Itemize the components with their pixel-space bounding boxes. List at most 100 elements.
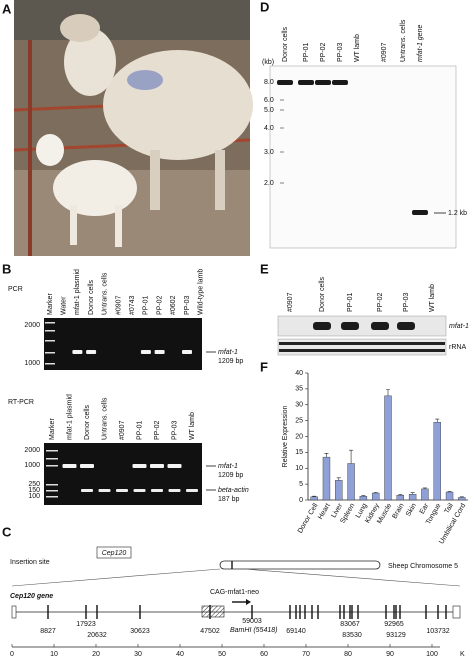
axis-tick-label: 90: [386, 651, 394, 658]
lane-label: #0602: [170, 295, 177, 315]
blot-band: [298, 80, 314, 85]
x-tick-label: Donor Cell: [297, 502, 320, 535]
section-title: RT-PCR: [8, 399, 34, 406]
gel-band: [80, 464, 94, 468]
bar: [433, 422, 441, 501]
lane-label: WT lamb: [429, 284, 436, 312]
y-tick-label: 40: [295, 370, 303, 377]
lane-label: Untrans. cells: [400, 19, 407, 62]
error-bar: [435, 418, 440, 423]
bar: [347, 463, 355, 501]
position-label: 93129: [386, 632, 406, 639]
gel-band: [168, 489, 181, 492]
row-label: mfat-1: [449, 323, 469, 330]
position-label: 103732: [426, 628, 449, 635]
insertion-label: Insertion site: [10, 559, 50, 566]
size-label: 4.0: [264, 125, 274, 132]
axis-tick-label: 30: [134, 651, 142, 658]
bar: [408, 494, 417, 501]
blot-band: [371, 322, 389, 330]
ladder-band: [46, 450, 58, 452]
rrna-band: [279, 342, 445, 345]
lane-label: mfat-1 plasmid: [74, 269, 81, 315]
bp-label: 2000: [24, 447, 40, 454]
bar: [445, 491, 454, 501]
row-label: rRNA: [449, 344, 466, 351]
lane-label: Donor cells: [282, 26, 289, 62]
blot-band: [313, 322, 331, 330]
panel-label: C: [2, 524, 12, 539]
axis-tick-label: 50: [218, 651, 226, 658]
error-bar: [312, 495, 317, 497]
gel-band: [81, 489, 93, 492]
band-size: 187 bp: [218, 496, 240, 503]
lane-label: #0907: [119, 420, 126, 440]
ladder-band: [46, 465, 58, 467]
position-label: 83530: [342, 632, 362, 639]
section-title: PCR: [8, 286, 23, 293]
lane-label: WT lamb: [189, 412, 196, 440]
error-bar: [447, 491, 452, 493]
ladder-band: [45, 352, 55, 354]
axis-tick-label: 60: [260, 651, 268, 658]
size-label: 6.0: [264, 97, 274, 104]
bp-label: 1000: [24, 462, 40, 469]
error-bar: [422, 487, 427, 489]
lane-label: Water: [61, 296, 68, 315]
lane-label: WT lamb: [354, 34, 361, 62]
error-bar: [349, 449, 354, 464]
lane-label: PP-01: [347, 292, 354, 312]
lane-label: PP-01: [143, 295, 150, 315]
lane-label: PP-01: [303, 42, 310, 62]
unit-label: (kb): [262, 59, 274, 66]
gel-band: [132, 464, 147, 468]
error-bar: [324, 453, 329, 458]
x-tick-label: Skin: [405, 502, 418, 517]
lane-label: PP-03: [171, 420, 178, 440]
lane-label: Donor cells: [88, 279, 95, 315]
position-label: 47502: [200, 628, 220, 635]
bar: [458, 497, 466, 501]
axis-tick-label: 70: [302, 651, 310, 658]
bp-label: 2000: [24, 322, 40, 329]
lane-label: Marker: [49, 418, 56, 440]
error-bar: [459, 496, 464, 498]
bar: [310, 496, 318, 501]
blot-band: [332, 80, 348, 85]
lane-label: #0907: [381, 42, 388, 62]
y-tick-label: 25: [295, 417, 303, 424]
position-label: 83067: [340, 621, 360, 628]
band-size: 1209 bp: [218, 472, 243, 479]
blot-band: [341, 322, 359, 330]
lane-label: Untrans. cells: [101, 397, 108, 440]
bar: [322, 456, 331, 501]
axis-tick-label: 100: [426, 651, 438, 658]
ladder-band: [46, 496, 58, 498]
gel-band: [62, 464, 77, 468]
axis-unit: K: [460, 651, 465, 658]
panel-label: B: [2, 261, 11, 276]
y-axis-label: Relative Expression: [282, 405, 289, 467]
gel-band: [182, 350, 192, 354]
gene-label: Cep120 gene: [10, 593, 53, 600]
axis-tick-label: 80: [344, 651, 352, 658]
bar: [384, 395, 392, 501]
band-label: mfat-1: [218, 349, 238, 356]
lane-label: PP-02: [156, 295, 163, 315]
blot-band: [412, 210, 428, 215]
error-bar: [410, 492, 415, 495]
ladder-band: [45, 322, 55, 324]
gel-band: [72, 350, 83, 354]
error-bar: [336, 477, 341, 481]
blot-band: [277, 80, 293, 85]
position-label: 17923: [76, 621, 96, 628]
bp-label: 1000: [24, 360, 40, 367]
error-bar: [386, 389, 390, 396]
chromosome-label: Sheep Chromosome 5: [388, 563, 458, 570]
size-label: 3.0: [264, 149, 274, 156]
bar: [371, 492, 380, 501]
lane-label: PP-03: [337, 42, 344, 62]
position-label: 20632: [87, 632, 107, 639]
position-label: 30623: [130, 628, 150, 635]
pcr-gel: [44, 318, 202, 370]
